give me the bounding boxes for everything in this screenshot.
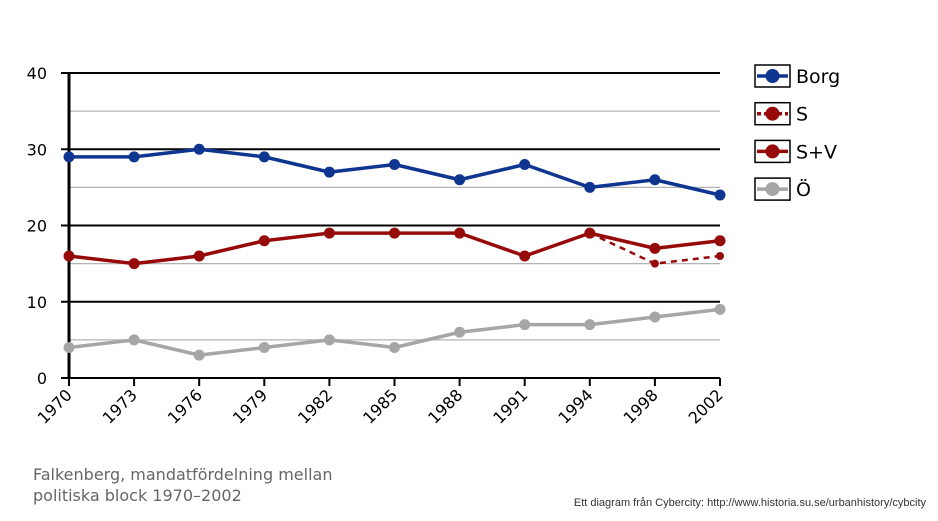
x-tick-label-1991: 1991 (489, 385, 531, 427)
data-point-o-1985 (389, 342, 400, 353)
y-tick-label-0: 0 (37, 369, 47, 388)
x-tick-label-1994: 1994 (554, 385, 596, 427)
series-borg (63, 143, 726, 201)
x-tick-label-1988: 1988 (424, 385, 466, 427)
x-tick-label-1998: 1998 (620, 385, 662, 427)
y-tick-label-30: 30 (27, 140, 47, 159)
data-point-s-v-1973 (128, 258, 140, 270)
x-tick-label-1976: 1976 (164, 385, 206, 427)
x-tick-label-1973: 1973 (99, 385, 141, 427)
data-point-s-v-1982 (323, 227, 335, 239)
data-point-s-2002 (716, 252, 724, 260)
legend-label-s: S (796, 104, 808, 126)
x-axis-tick-labels: 1970 1973 1976 1979 1982 1985 1988 1991 1994 1998… (34, 385, 727, 427)
data-point-o-1988 (454, 326, 466, 338)
legend-item-s: S (754, 101, 808, 126)
series-o (63, 303, 726, 361)
x-tick-label-1970: 1970 (34, 385, 76, 427)
data-point-borg-1970 (63, 151, 75, 163)
legend-item-o: Ö (754, 177, 811, 201)
legend: Borg S S+V Ö (754, 64, 840, 201)
data-point-borg-1979 (258, 151, 270, 163)
legend-label-s-v: S+V (796, 141, 837, 163)
data-point-o-1979 (258, 342, 270, 353)
data-point-s-v-1985 (389, 227, 400, 239)
data-point-borg-1985 (389, 159, 400, 170)
data-point-s-v-2002 (714, 235, 726, 247)
chart-caption: Falkenberg, mandatfördelning mellan poli… (33, 464, 332, 506)
data-point-s-v-1991 (519, 250, 531, 262)
axes (67, 73, 721, 386)
data-point-borg-1991 (519, 159, 531, 170)
legend-label-o: Ö (796, 178, 811, 201)
y-tick-label-20: 20 (27, 217, 47, 236)
gridlines (61, 72, 720, 379)
y-tick-label-10: 10 (27, 293, 47, 312)
caption-line-2: politiska block 1970–2002 (33, 486, 242, 505)
caption-line-1: Falkenberg, mandatfördelning mellan (33, 465, 333, 484)
legend-swatch-marker (765, 144, 780, 159)
data-point-s-v-1988 (454, 227, 466, 239)
data-point-borg-2002 (714, 189, 726, 201)
x-tick-label-2002: 2002 (685, 385, 727, 427)
data-point-borg-1998 (649, 174, 661, 186)
data-point-o-1976 (193, 349, 205, 361)
data-point-s-v-1976 (193, 250, 205, 262)
legend-swatch-marker (765, 106, 780, 121)
legend-item-s-v: S+V (754, 139, 837, 163)
data-point-borg-1976 (193, 143, 205, 155)
data-point-o-2002 (714, 303, 726, 315)
data-point-o-1970 (63, 342, 75, 353)
data-point-o-1994 (584, 319, 596, 331)
data-point-s-v-1994 (584, 227, 596, 239)
y-axis-tick-labels: 0 10 20 30 40 (27, 64, 47, 388)
data-point-o-1982 (323, 334, 335, 346)
x-tick-label-1982: 1982 (294, 385, 336, 427)
series-line-borg (69, 147, 721, 197)
data-point-borg-1994 (584, 181, 596, 193)
legend-swatch-marker (765, 69, 780, 83)
data-point-s-v-1979 (258, 235, 270, 247)
series-s-v (63, 227, 726, 270)
data-point-o-1991 (519, 319, 531, 331)
source-credit: Ett diagram från Cybercity: http://www.h… (573, 497, 926, 509)
data-point-borg-1973 (128, 151, 140, 163)
x-tick-label-1985: 1985 (359, 385, 401, 427)
data-point-borg-1988 (454, 174, 466, 186)
y-tick-label-40: 40 (27, 64, 47, 83)
data-point-o-1973 (128, 334, 140, 346)
data-point-s-1998 (650, 259, 659, 268)
data-point-s-v-1998 (649, 242, 661, 254)
legend-swatch-marker (765, 182, 780, 197)
data-point-s-v-1970 (63, 250, 75, 262)
data-point-o-1998 (649, 311, 661, 323)
x-tick-label-1979: 1979 (229, 385, 271, 427)
data-point-borg-1982 (323, 166, 335, 178)
data-series (63, 143, 726, 361)
legend-label-borg: Borg (796, 66, 840, 88)
legend-item-borg: Borg (754, 64, 840, 88)
